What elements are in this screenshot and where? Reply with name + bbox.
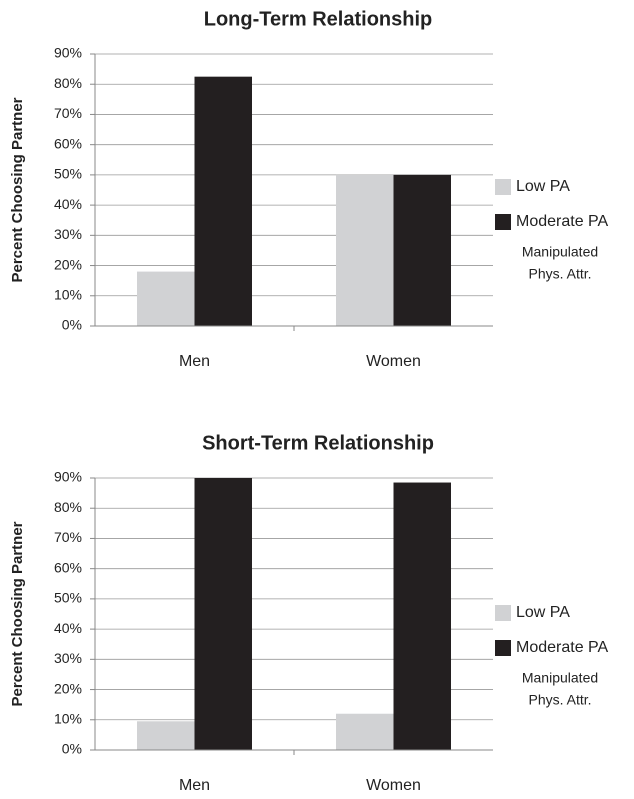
bar — [194, 478, 252, 750]
bar — [393, 482, 451, 750]
legend-swatch — [495, 214, 511, 230]
chart-title: Short-Term Relationship — [202, 432, 434, 454]
x-tick-label: Men — [179, 777, 210, 794]
bar — [194, 76, 252, 327]
legend-note: Phys. Attr. — [528, 266, 591, 282]
y-tick-label: 80% — [54, 499, 82, 515]
y-tick-label: 0% — [62, 741, 82, 757]
y-tick-label: 30% — [54, 226, 82, 242]
y-tick-label: 90% — [54, 469, 82, 485]
x-tick-label: Men — [179, 353, 210, 370]
y-tick-label: 10% — [54, 710, 82, 726]
y-tick-label: 40% — [54, 196, 82, 212]
x-tick-label: Women — [366, 353, 421, 370]
bar — [336, 174, 394, 326]
legend-label: Moderate PA — [516, 213, 609, 230]
legend-label: Moderate PA — [516, 639, 609, 656]
legend-swatch — [495, 640, 511, 656]
y-tick-label: 70% — [54, 105, 82, 121]
bar — [336, 713, 394, 750]
bar — [137, 271, 195, 326]
legend-label: Low PA — [516, 604, 570, 621]
legend-swatch — [495, 605, 511, 621]
y-tick-label: 40% — [54, 620, 82, 636]
chart-title: Long-Term Relationship — [204, 8, 433, 30]
y-tick-label: 90% — [54, 45, 82, 61]
y-tick-label: 80% — [54, 75, 82, 91]
legend-note: Manipulated — [522, 244, 598, 260]
y-tick-label: 50% — [54, 166, 82, 182]
legend-label: Low PA — [516, 178, 570, 195]
y-tick-label: 20% — [54, 256, 82, 272]
bar — [393, 174, 451, 326]
y-tick-label: 20% — [54, 680, 82, 696]
y-tick-label: 60% — [54, 559, 82, 575]
legend-note: Manipulated — [522, 670, 598, 686]
legend-swatch — [495, 179, 511, 195]
bar — [137, 721, 195, 750]
y-tick-label: 0% — [62, 317, 82, 333]
legend-note: Phys. Attr. — [528, 692, 591, 708]
y-tick-label: 60% — [54, 135, 82, 151]
y-axis-label: Percent Choosing Partner — [9, 97, 26, 282]
y-tick-label: 10% — [54, 286, 82, 302]
y-tick-label: 50% — [54, 590, 82, 606]
y-axis-label: Percent Choosing Partner — [9, 521, 26, 706]
x-tick-label: Women — [366, 777, 421, 794]
y-tick-label: 70% — [54, 529, 82, 545]
y-tick-label: 30% — [54, 650, 82, 666]
